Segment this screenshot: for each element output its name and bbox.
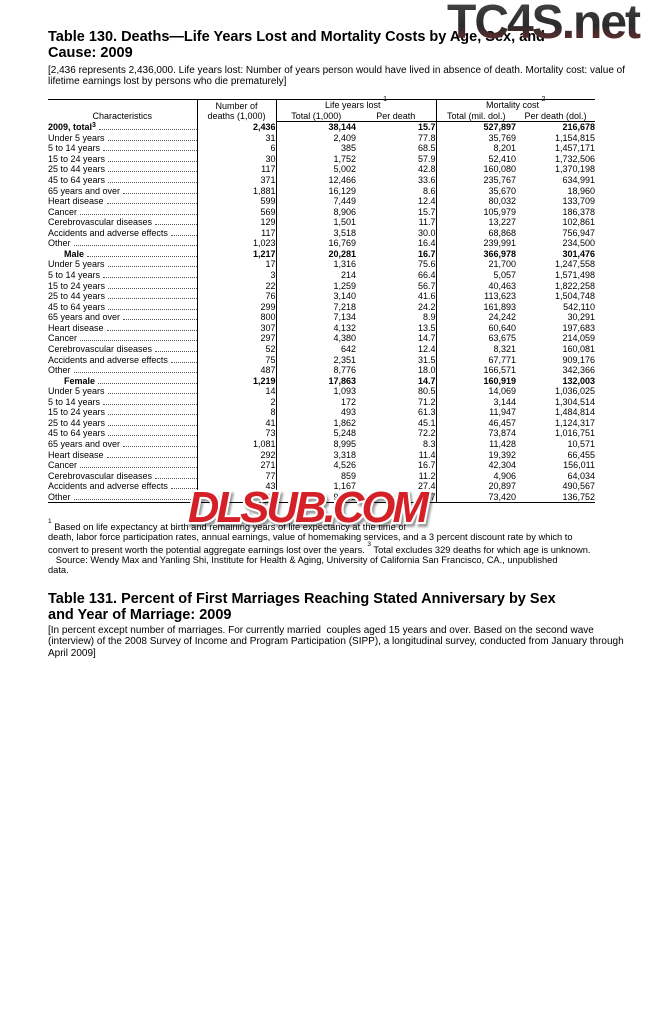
svg-text:DLSUB.COM: DLSUB.COM [188, 484, 431, 532]
svg-text:TC4S.net: TC4S.net [447, 0, 641, 49]
